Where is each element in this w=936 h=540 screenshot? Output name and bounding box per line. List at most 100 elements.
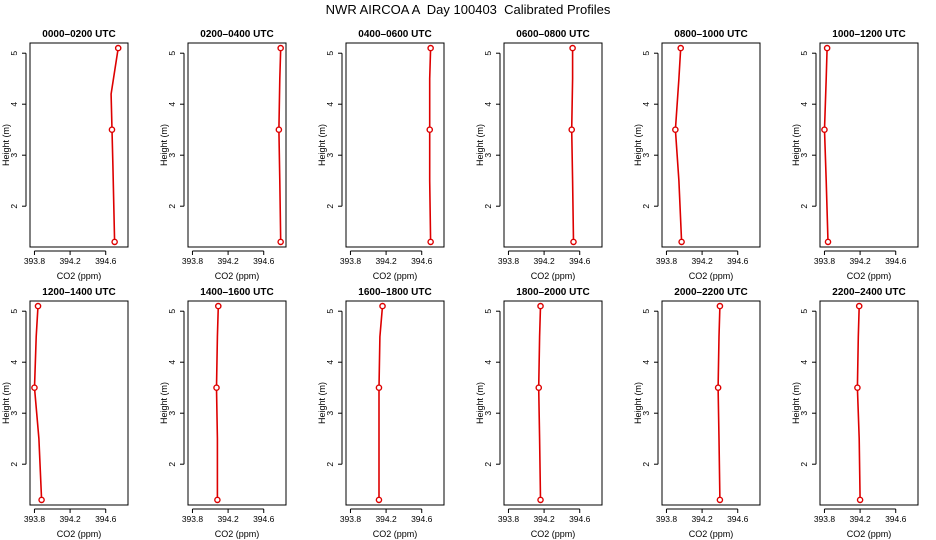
x-tick-label: 394.6 — [95, 514, 117, 524]
y-axis-label: Height (m) — [159, 382, 169, 424]
y-tick-label: 2 — [483, 462, 493, 467]
data-point — [277, 238, 284, 246]
y-tick-label: 3 — [483, 411, 493, 416]
x-tick-label: 394.2 — [59, 514, 81, 524]
profile-line — [537, 306, 542, 500]
profile-panel: 1800–2000 UTC 393.8 394.2 394.6 CO2 (ppm) 2 3 4… — [475, 287, 603, 539]
y-tick-label: 4 — [641, 360, 651, 365]
x-tick-label: 393.8 — [24, 514, 46, 524]
x-tick-label: 394.6 — [411, 514, 433, 524]
y-tick-label: 4 — [483, 360, 493, 365]
x-axis-label: CO2 (ppm) — [215, 529, 260, 539]
profile-line — [278, 48, 282, 242]
x-tick-label: 394.2 — [691, 256, 713, 266]
x-tick-label: 394.2 — [691, 514, 713, 524]
y-tick-label: 5 — [167, 51, 177, 56]
y-axis-label: Height (m) — [791, 382, 801, 424]
data-point — [31, 384, 38, 392]
plot-frame — [819, 300, 919, 506]
y-tick-label: 3 — [167, 153, 177, 158]
profile-panel: 0000–0200 UTC 393.8 394.2 394.6 CO2 (ppm) 2 3 4… — [1, 29, 129, 281]
profile-panel: 1600–1800 UTC 393.8 394.2 394.6 CO2 (ppm) 2 3 4… — [317, 287, 445, 539]
x-axis-label: CO2 (ppm) — [57, 529, 102, 539]
profile-line — [215, 306, 220, 500]
y-tick-label: 4 — [167, 102, 177, 107]
profile-line — [570, 48, 575, 242]
y-axis-label: Height (m) — [1, 124, 11, 166]
profile-line — [33, 306, 43, 500]
data-point — [677, 44, 685, 52]
data-point — [569, 44, 576, 52]
y-tick-label: 5 — [799, 309, 809, 314]
data-point — [379, 302, 386, 310]
y-tick-label: 5 — [167, 309, 177, 314]
x-axis-label: CO2 (ppm) — [215, 271, 260, 281]
profile-panel: 2200–2400 UTC 393.8 394.2 394.6 CO2 (ppm) 2 3 4… — [791, 287, 919, 539]
data-point — [824, 238, 832, 246]
x-tick-label: 394.6 — [727, 514, 749, 524]
y-tick-label: 2 — [9, 462, 19, 467]
panel-title: 0600–0800 UTC — [516, 29, 589, 40]
panel-title: 1800–2000 UTC — [516, 287, 589, 298]
profile-line — [428, 48, 432, 242]
profile-line — [378, 306, 384, 500]
y-tick-label: 2 — [9, 204, 19, 209]
data-point — [716, 496, 724, 504]
data-point — [855, 302, 863, 310]
x-axis-label: CO2 (ppm) — [847, 271, 892, 281]
y-axis-label: Height (m) — [317, 124, 327, 166]
y-tick-label: 4 — [325, 102, 335, 107]
y-tick-label: 4 — [9, 102, 19, 107]
x-tick-label: 394.2 — [375, 256, 397, 266]
x-tick-label: 393.8 — [182, 514, 204, 524]
y-axis-label: Height (m) — [475, 124, 485, 166]
x-tick-label: 394.2 — [217, 514, 239, 524]
y-tick-label: 3 — [167, 411, 177, 416]
y-tick-label: 4 — [9, 360, 19, 365]
y-tick-label: 4 — [483, 102, 493, 107]
y-tick-label: 5 — [483, 51, 493, 56]
y-tick-label: 2 — [799, 462, 809, 467]
y-axis-label: Height (m) — [633, 382, 643, 424]
x-tick-label: 393.8 — [24, 256, 46, 266]
data-point — [537, 302, 544, 310]
data-point — [427, 44, 434, 52]
x-tick-label: 394.2 — [375, 514, 397, 524]
x-tick-label: 394.2 — [533, 256, 555, 266]
profile-panel: 0200–0400 UTC 393.8 394.2 394.6 CO2 (ppm) 2 3 4… — [159, 29, 287, 281]
profile-panel: 1000–1200 UTC 393.8 394.2 394.6 CO2 (ppm) 2 3 4… — [791, 29, 919, 281]
y-tick-label: 5 — [483, 309, 493, 314]
y-axis-label: Height (m) — [791, 124, 801, 166]
y-axis-label: Height (m) — [159, 124, 169, 166]
x-tick-label: 394.6 — [727, 256, 749, 266]
y-tick-label: 3 — [641, 153, 651, 158]
y-axis-label: Height (m) — [475, 382, 485, 424]
y-tick-label: 2 — [167, 462, 177, 467]
y-tick-label: 3 — [9, 153, 19, 158]
x-axis-label: CO2 (ppm) — [57, 271, 102, 281]
y-tick-label: 5 — [641, 309, 651, 314]
plot-frame — [29, 300, 129, 506]
plot-frame — [661, 42, 761, 248]
profile-line — [717, 306, 721, 500]
panel-title: 0800–1000 UTC — [674, 29, 747, 40]
plot-frame — [503, 42, 603, 248]
y-tick-label: 2 — [325, 462, 335, 467]
data-point — [821, 126, 828, 133]
data-point — [277, 44, 284, 52]
data-point — [716, 302, 724, 310]
data-point — [108, 126, 116, 133]
y-axis-label: Height (m) — [317, 382, 327, 424]
y-tick-label: 5 — [325, 51, 335, 56]
panel-title: 1000–1200 UTC — [832, 29, 905, 40]
plot-frame — [819, 42, 919, 248]
plot-frame — [187, 42, 287, 248]
x-tick-label: 394.2 — [533, 514, 555, 524]
y-tick-label: 3 — [483, 153, 493, 158]
x-axis-label: CO2 (ppm) — [531, 271, 576, 281]
y-tick-label: 4 — [799, 360, 809, 365]
x-tick-label: 394.6 — [885, 256, 907, 266]
y-tick-label: 5 — [799, 51, 809, 56]
x-axis-label: CO2 (ppm) — [373, 529, 418, 539]
